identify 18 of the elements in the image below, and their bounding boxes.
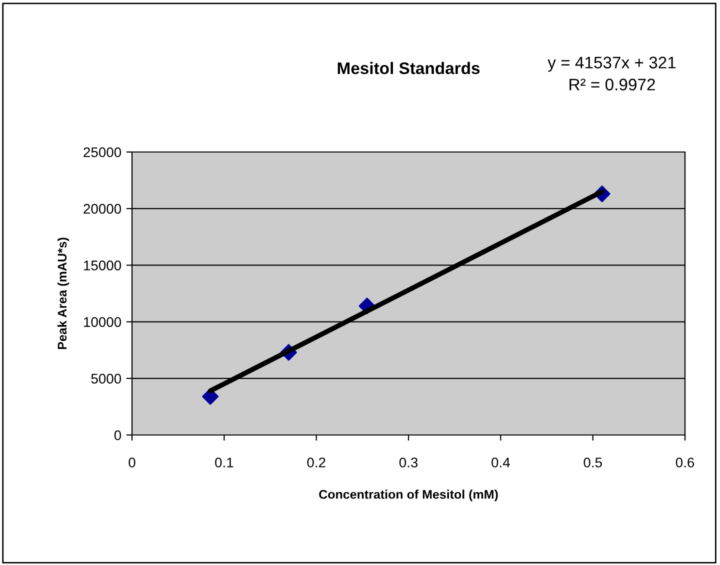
chart-title: Mesitol Standards bbox=[338, 62, 480, 74]
y-tick-label: 15000 bbox=[84, 260, 122, 270]
x-axis-title: Concentration of Mesitol (mM) bbox=[319, 490, 498, 502]
x-tick-label: 0.3 bbox=[399, 458, 418, 468]
y-tick-label: 5000 bbox=[91, 374, 122, 384]
x-tick-label: 0.4 bbox=[492, 458, 510, 468]
y-tick-label: 25000 bbox=[84, 147, 122, 158]
y-axis-title: Peak Area (mAU*s) bbox=[57, 238, 70, 350]
y-tick-label: 20000 bbox=[84, 204, 122, 214]
x-tick-label: 0.6 bbox=[676, 458, 694, 468]
x-tick-label: 0.1 bbox=[215, 458, 234, 468]
x-tick-label: 0.5 bbox=[584, 458, 602, 468]
text: R² = 0.9972 bbox=[570, 78, 655, 90]
x-tick-label: 0.2 bbox=[307, 458, 326, 468]
y-tick-label: 0 bbox=[114, 430, 122, 440]
y-tick-label: 10000 bbox=[84, 317, 122, 327]
text: y = 41537x + 321 bbox=[548, 56, 676, 72]
x-tick-label: 0 bbox=[128, 458, 136, 468]
